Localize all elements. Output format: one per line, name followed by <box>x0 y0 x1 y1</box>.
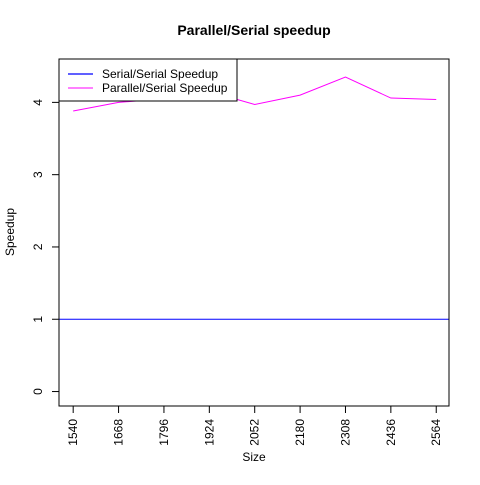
y-tick-label: 0 <box>31 388 45 395</box>
y-tick-label: 3 <box>31 171 45 178</box>
x-tick-label: 2436 <box>384 419 398 446</box>
y-axis: 0 1 2 3 4 <box>31 99 59 395</box>
y-axis-label: Speedup <box>3 208 17 256</box>
legend-label-serial: Serial/Serial Speedup <box>102 67 218 81</box>
y-tick-label: 4 <box>31 99 45 106</box>
x-axis: 1540 1668 1796 1924 2052 2180 2308 2436 2564 <box>66 406 443 446</box>
y-tick-label: 1 <box>31 316 45 323</box>
x-tick-label: 1796 <box>157 419 171 446</box>
chart-title: Parallel/Serial speedup <box>177 22 330 38</box>
legend-box <box>58 58 238 102</box>
x-axis-label: Size <box>242 450 266 464</box>
x-tick-label: 2180 <box>293 419 307 446</box>
x-tick-label: 1540 <box>66 419 80 446</box>
x-tick-label: 1924 <box>202 419 216 446</box>
plot-frame <box>58 58 450 407</box>
legend-label-parallel: Parallel/Serial Speedup <box>102 81 228 95</box>
y-tick-label: 2 <box>31 243 45 250</box>
x-tick-label: 2052 <box>248 419 262 446</box>
x-tick-label: 1668 <box>112 419 126 446</box>
x-tick-label: 2564 <box>429 419 443 446</box>
legend: Serial/Serial Speedup Parallel/Serial Sp… <box>58 58 238 102</box>
x-tick-label: 2308 <box>338 419 352 446</box>
